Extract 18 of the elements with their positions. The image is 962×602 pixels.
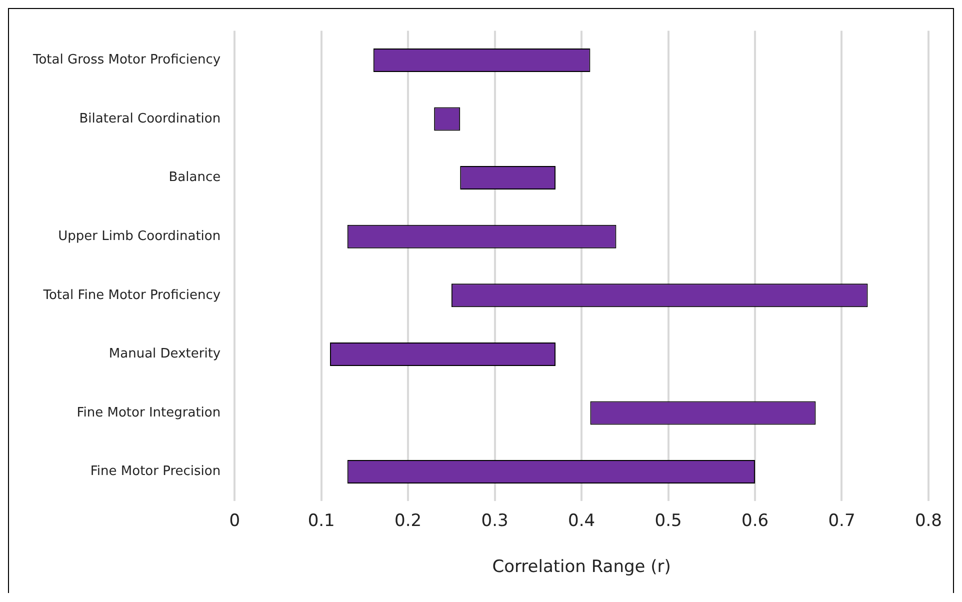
x-tick-label: 0.7 (828, 510, 856, 531)
x-tick-label: 0.2 (394, 510, 422, 531)
x-tick-label: 0.3 (481, 510, 508, 531)
x-tick-label: 0.8 (914, 510, 942, 531)
x-tick-label: 0.4 (568, 510, 596, 531)
y-tick-label: Manual Dexterity (108, 346, 221, 362)
y-tick-label: Balance (168, 170, 221, 186)
y-tick-label: Fine Motor Precision (90, 464, 221, 480)
x-tick-label: 0.6 (741, 510, 769, 531)
x-tick-label: 0 (229, 510, 240, 531)
y-tick-label: Bilateral Coordination (79, 111, 221, 126)
x-axis-title: Correlation Range (r) (492, 557, 671, 578)
y-tick-label: Total Gross Motor Proficiency (32, 52, 221, 68)
y-tick-label: Fine Motor Integration (76, 405, 221, 420)
x-tick-label: 0.5 (654, 510, 682, 531)
x-tick-label: 0.1 (308, 510, 335, 531)
y-tick-label: Upper Limb Coordination (58, 228, 221, 244)
y-tick-label: Total Fine Motor Proficiency (42, 288, 221, 303)
